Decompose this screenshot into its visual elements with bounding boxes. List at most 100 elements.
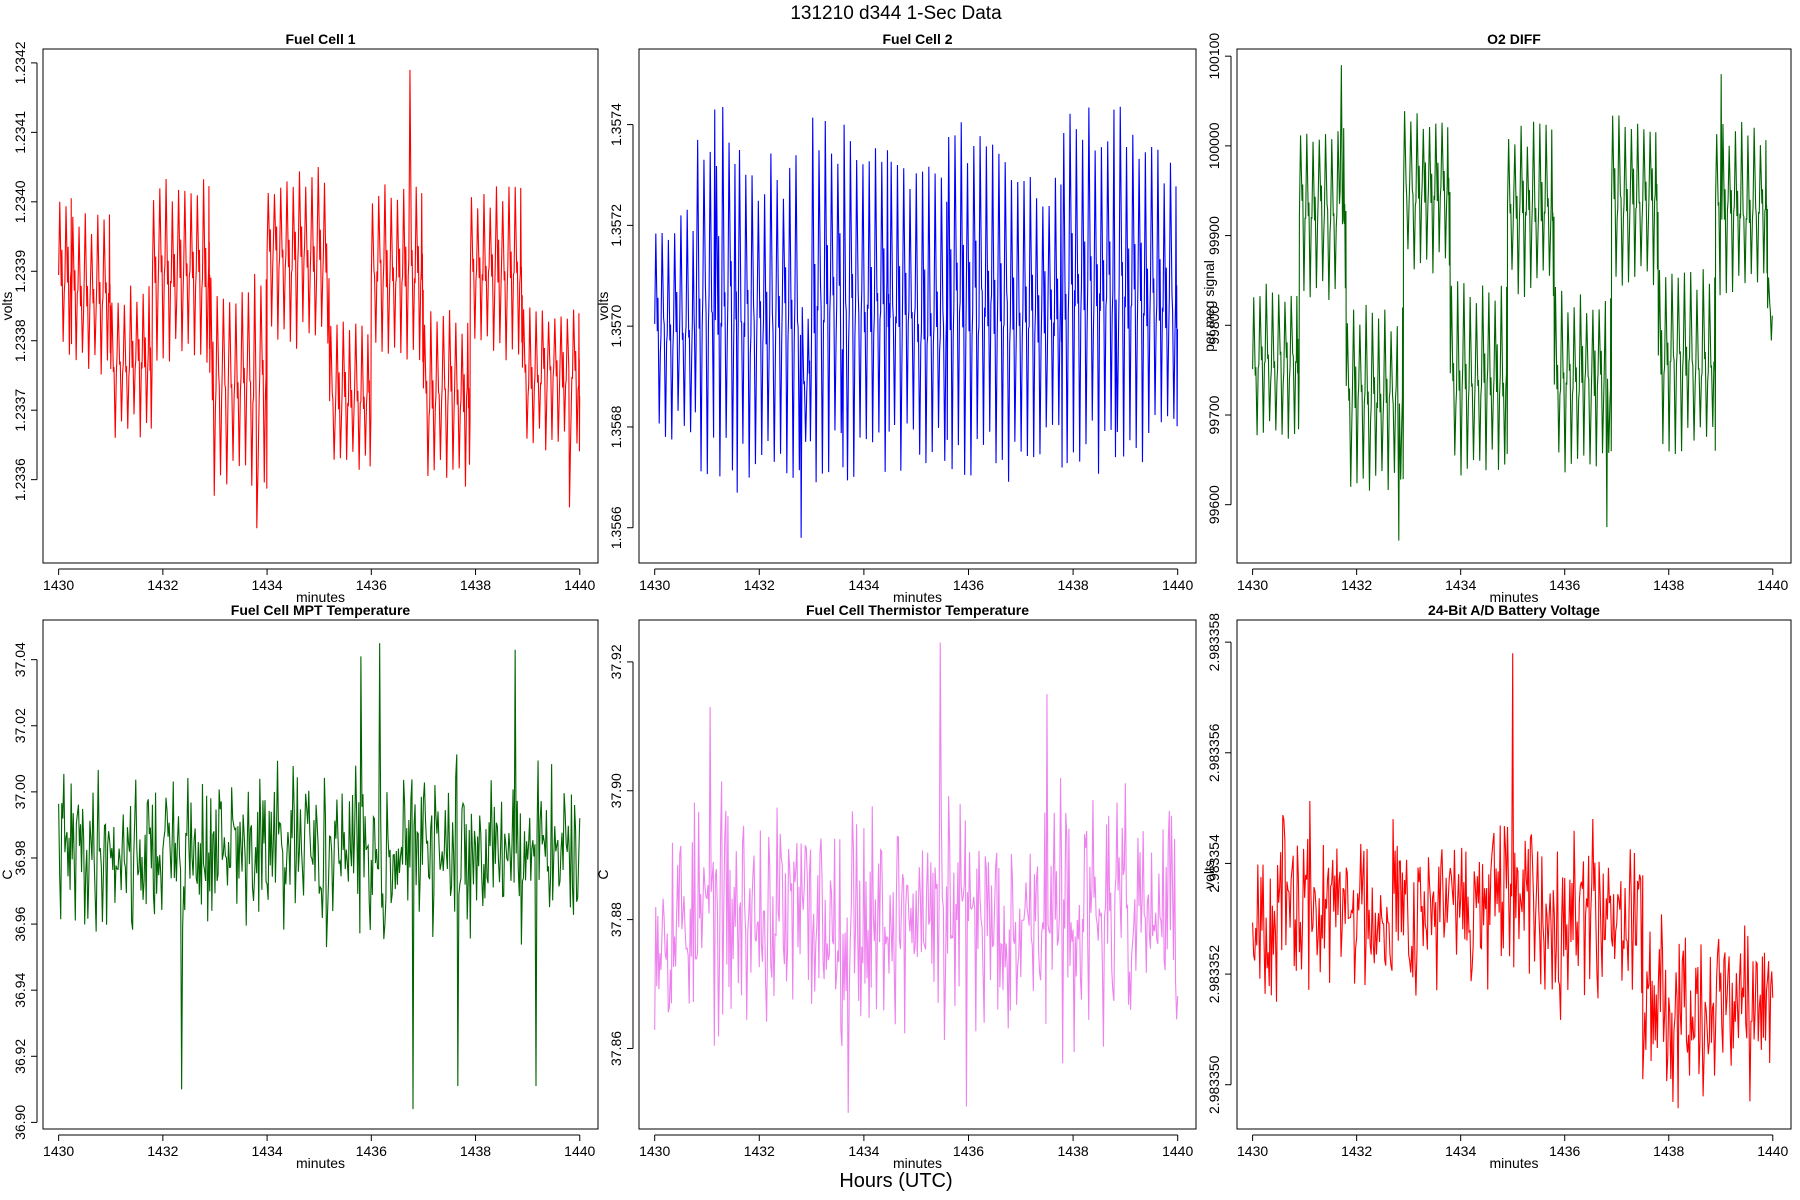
series-line: [1252, 65, 1773, 541]
x-tick-label: 1430: [1237, 1143, 1268, 1159]
y-tick-label: 1.3574: [608, 103, 624, 146]
x-tick-label: 1436: [953, 577, 984, 593]
y-tick-label: 99900: [1206, 216, 1222, 255]
x-tick-label: 1436: [356, 1143, 387, 1159]
x-tick-label: 1438: [460, 577, 491, 593]
x-axis-label: minutes: [893, 1155, 942, 1171]
panel-title: Fuel Cell 2: [882, 31, 952, 47]
y-tick-label: 99700: [1206, 395, 1222, 434]
y-tick-label: 37.02: [12, 708, 28, 743]
plot-frame: [638, 619, 1197, 1130]
y-tick-label: 37.00: [12, 774, 28, 809]
series-line: [58, 643, 581, 1110]
y-axis-label: volts: [0, 292, 15, 321]
y-axis-label: C: [595, 869, 611, 879]
series-line: [1252, 653, 1774, 1109]
panels: Fuel Cell 1 1430 1432 1434 1436 1438 1440 minut…: [0, 31, 1792, 1171]
x-tick-label: 1432: [1341, 1143, 1372, 1159]
chart-panel: Fuel Cell 2 1430 1432 1434 1436 1438 1440 minut…: [595, 31, 1197, 605]
plot-frame: [42, 48, 599, 564]
x-tick-label: 1434: [848, 1143, 879, 1159]
x-tick-label: 1434: [848, 577, 879, 593]
y-tick-label: 100100: [1206, 33, 1222, 80]
y-tick-label: 2.983350: [1206, 1055, 1222, 1114]
plot-frame: [1236, 619, 1792, 1130]
x-tick-label: 1434: [1445, 577, 1476, 593]
y-tick-label: 36.98: [12, 840, 28, 875]
y-tick-label: 1.2336: [12, 458, 28, 501]
y-tick-label: 1.2342: [12, 41, 28, 84]
x-axis-label: minutes: [893, 589, 942, 605]
y-tick-label: 2.983358: [1206, 613, 1222, 672]
y-tick-label: 2.983352: [1206, 945, 1222, 1004]
panel-title: 24-Bit A/D Battery Voltage: [1428, 602, 1600, 618]
chart-panel: O2 DIFF 1430 1432 1434 1436 1438 1440 minutes 99…: [1201, 31, 1792, 605]
y-tick-label: 2.983356: [1206, 723, 1222, 782]
chart-panel: Fuel Cell Thermistor Temperature 1430 1432…: [595, 602, 1197, 1171]
y-tick-label: 1.2340: [12, 180, 28, 223]
x-tick-label: 1440: [564, 577, 595, 593]
x-tick-label: 1436: [1549, 577, 1580, 593]
x-tick-label: 1432: [744, 1143, 775, 1159]
plot-frame: [42, 619, 599, 1130]
figure-title: 131210 d344 1-Sec Data: [790, 3, 1002, 24]
y-tick-label: 37.86: [608, 1031, 624, 1066]
y-tick-label: 1.3570: [608, 305, 624, 348]
y-tick-label: 37.90: [608, 773, 624, 808]
figure-bottom-label: Hours (UTC): [839, 1170, 952, 1192]
y-tick-label: 1.2341: [12, 111, 28, 154]
y-tick-label: 36.96: [12, 906, 28, 941]
y-axis-label: C: [0, 869, 15, 879]
series-line: [654, 642, 1179, 1113]
x-tick-label: 1440: [1162, 577, 1193, 593]
x-tick-label: 1438: [1653, 1143, 1684, 1159]
x-tick-label: 1432: [744, 577, 775, 593]
y-tick-label: 36.92: [12, 1039, 28, 1074]
y-tick-label: 1.2339: [12, 250, 28, 293]
x-tick-label: 1436: [953, 1143, 984, 1159]
chart-panel: Fuel Cell MPT Temperature 1430 1432 1434 143…: [0, 602, 599, 1171]
y-tick-label: 37.88: [608, 902, 624, 937]
y-tick-label: 99600: [1206, 485, 1222, 524]
panel-title: Fuel Cell 1: [285, 31, 355, 47]
x-tick-label: 1430: [639, 1143, 670, 1159]
x-tick-label: 1438: [460, 1143, 491, 1159]
panel-title: Fuel Cell MPT Temperature: [231, 602, 411, 618]
y-tick-label: 37.92: [608, 644, 624, 679]
x-tick-label: 1440: [1162, 1143, 1193, 1159]
series-line: [58, 69, 581, 529]
y-tick-label: 1.2337: [12, 389, 28, 432]
y-tick-label: 37.04: [12, 642, 28, 677]
x-axis-label: minutes: [296, 1155, 345, 1171]
chart-panel: 24-Bit A/D Battery Voltage 1430 1432 1434 14…: [1201, 602, 1792, 1171]
y-tick-label: 100000: [1206, 122, 1222, 169]
y-axis-label: volts: [1201, 860, 1217, 889]
y-tick-label: 99800: [1206, 306, 1222, 345]
y-axis-label: volts: [595, 292, 611, 321]
x-tick-label: 1438: [1058, 1143, 1089, 1159]
x-tick-label: 1432: [147, 1143, 178, 1159]
panel-title: O2 DIFF: [1487, 31, 1541, 47]
x-tick-label: 1430: [43, 577, 74, 593]
series-line: [654, 106, 1179, 538]
x-tick-label: 1432: [147, 577, 178, 593]
plot-frame: [1236, 48, 1792, 564]
x-tick-label: 1440: [564, 1143, 595, 1159]
x-tick-label: 1430: [1237, 577, 1268, 593]
x-tick-label: 1438: [1058, 577, 1089, 593]
y-tick-label: 1.3566: [608, 506, 624, 549]
x-axis-label: minutes: [1489, 589, 1538, 605]
y-tick-label: 2.983354: [1206, 834, 1222, 893]
x-tick-label: 1438: [1653, 577, 1684, 593]
y-tick-label: 1.2338: [12, 319, 28, 362]
y-tick-label: 36.90: [12, 1105, 28, 1140]
x-tick-label: 1430: [43, 1143, 74, 1159]
x-tick-label: 1436: [1549, 1143, 1580, 1159]
y-axis-label: per meg signal: [1201, 260, 1217, 352]
chart-panel: Fuel Cell 1 1430 1432 1434 1436 1438 1440 minut…: [0, 31, 599, 605]
x-axis-label: minutes: [296, 589, 345, 605]
x-axis-label: minutes: [1489, 1155, 1538, 1171]
y-tick-label: 1.3568: [608, 405, 624, 448]
panel-title: Fuel Cell Thermistor Temperature: [806, 602, 1029, 618]
